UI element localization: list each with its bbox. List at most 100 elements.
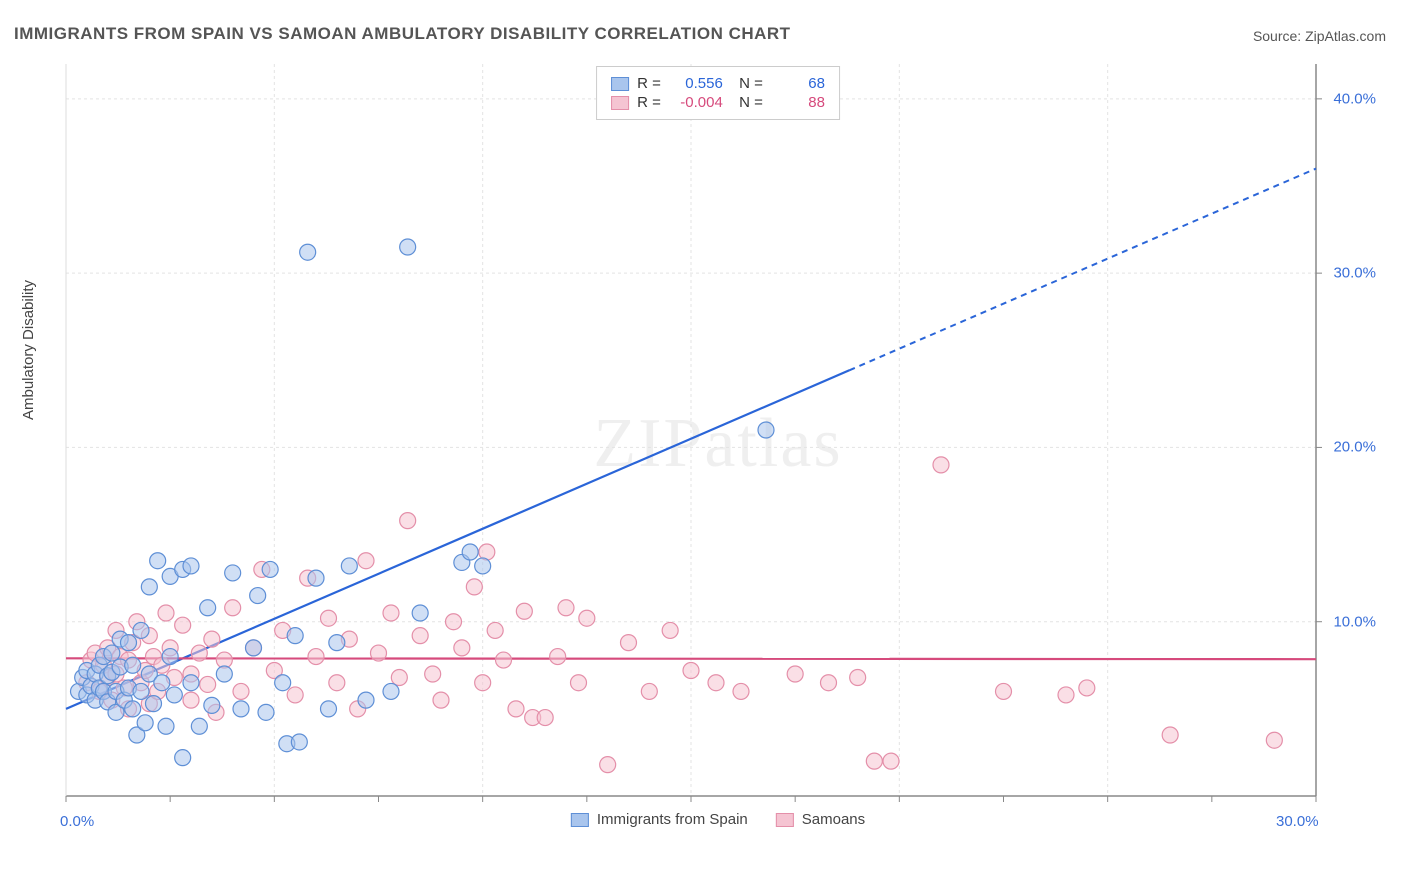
data-point xyxy=(246,640,262,656)
chart-title: IMMIGRANTS FROM SPAIN VS SAMOAN AMBULATO… xyxy=(14,24,791,44)
y-tick-label: 10.0% xyxy=(1333,613,1376,630)
data-point xyxy=(400,239,416,255)
data-point xyxy=(258,704,274,720)
r-label: R = xyxy=(637,94,661,111)
data-point xyxy=(216,666,232,682)
data-point xyxy=(225,565,241,581)
data-point xyxy=(191,645,207,661)
data-point xyxy=(250,588,266,604)
data-point xyxy=(425,666,441,682)
data-point xyxy=(204,697,220,713)
data-point xyxy=(412,605,428,621)
data-point xyxy=(621,635,637,651)
bottom-legend: Immigrants from Spain Samoans xyxy=(571,811,865,828)
data-point xyxy=(125,701,141,717)
data-point xyxy=(137,715,153,731)
data-point xyxy=(466,579,482,595)
r-value-series1: 0.556 xyxy=(669,75,723,92)
data-point xyxy=(200,676,216,692)
data-point xyxy=(146,696,162,712)
data-point xyxy=(996,683,1012,699)
data-point xyxy=(191,718,207,734)
data-point xyxy=(579,610,595,626)
data-point xyxy=(200,600,216,616)
data-point xyxy=(537,710,553,726)
data-point xyxy=(121,635,137,651)
data-point xyxy=(475,675,491,691)
data-point xyxy=(933,457,949,473)
data-point xyxy=(850,669,866,685)
data-point xyxy=(308,649,324,665)
data-point xyxy=(475,558,491,574)
data-point xyxy=(496,652,512,668)
data-point xyxy=(166,687,182,703)
stats-row-series1: R = 0.556 N = 68 xyxy=(611,75,825,92)
data-point xyxy=(821,675,837,691)
data-point xyxy=(508,701,524,717)
data-point xyxy=(133,622,149,638)
data-point xyxy=(641,683,657,699)
r-label: R = xyxy=(637,75,661,92)
data-point xyxy=(391,669,407,685)
legend-item-series2: Samoans xyxy=(776,811,865,828)
data-point xyxy=(866,753,882,769)
x-tick-label: 0.0% xyxy=(60,813,94,830)
data-point xyxy=(358,692,374,708)
data-point xyxy=(141,579,157,595)
data-point xyxy=(683,663,699,679)
data-point xyxy=(233,683,249,699)
data-point xyxy=(183,692,199,708)
data-point xyxy=(516,603,532,619)
y-axis-label: Ambulatory Disability xyxy=(20,280,37,420)
legend-label-series1: Immigrants from Spain xyxy=(597,811,748,828)
data-point xyxy=(287,687,303,703)
data-point xyxy=(708,675,724,691)
data-point xyxy=(550,649,566,665)
data-point xyxy=(1266,732,1282,748)
data-point xyxy=(291,734,307,750)
regression-line xyxy=(66,658,1316,659)
data-point xyxy=(104,645,120,661)
data-point xyxy=(600,757,616,773)
legend-label-series2: Samoans xyxy=(802,811,865,828)
data-point xyxy=(183,675,199,691)
legend-item-series1: Immigrants from Spain xyxy=(571,811,748,828)
regression-line-extrapolated xyxy=(849,169,1316,371)
data-point xyxy=(329,635,345,651)
data-point xyxy=(558,600,574,616)
y-tick-label: 30.0% xyxy=(1333,265,1376,282)
data-point xyxy=(383,605,399,621)
data-point xyxy=(1162,727,1178,743)
data-point xyxy=(233,701,249,717)
data-point xyxy=(571,675,587,691)
data-point xyxy=(662,622,678,638)
data-point xyxy=(225,600,241,616)
source-name: ZipAtlas.com xyxy=(1305,28,1386,44)
data-point xyxy=(204,631,220,647)
data-point xyxy=(321,610,337,626)
data-point xyxy=(125,657,141,673)
swatch-series2 xyxy=(611,96,629,110)
data-point xyxy=(358,553,374,569)
data-point xyxy=(275,675,291,691)
r-value-series2: -0.004 xyxy=(669,94,723,111)
n-label: N = xyxy=(731,94,763,111)
swatch-series1 xyxy=(611,77,629,91)
data-point xyxy=(341,558,357,574)
data-point xyxy=(262,561,278,577)
n-label: N = xyxy=(731,75,763,92)
data-point xyxy=(383,683,399,699)
data-point xyxy=(433,692,449,708)
data-point xyxy=(787,666,803,682)
data-point xyxy=(758,422,774,438)
data-point xyxy=(150,553,166,569)
data-point xyxy=(1058,687,1074,703)
data-point xyxy=(162,649,178,665)
data-point xyxy=(462,544,478,560)
source-label: Source: xyxy=(1253,28,1301,44)
data-point xyxy=(400,513,416,529)
data-point xyxy=(287,628,303,644)
data-point xyxy=(412,628,428,644)
y-tick-label: 20.0% xyxy=(1333,439,1376,456)
data-point xyxy=(158,718,174,734)
